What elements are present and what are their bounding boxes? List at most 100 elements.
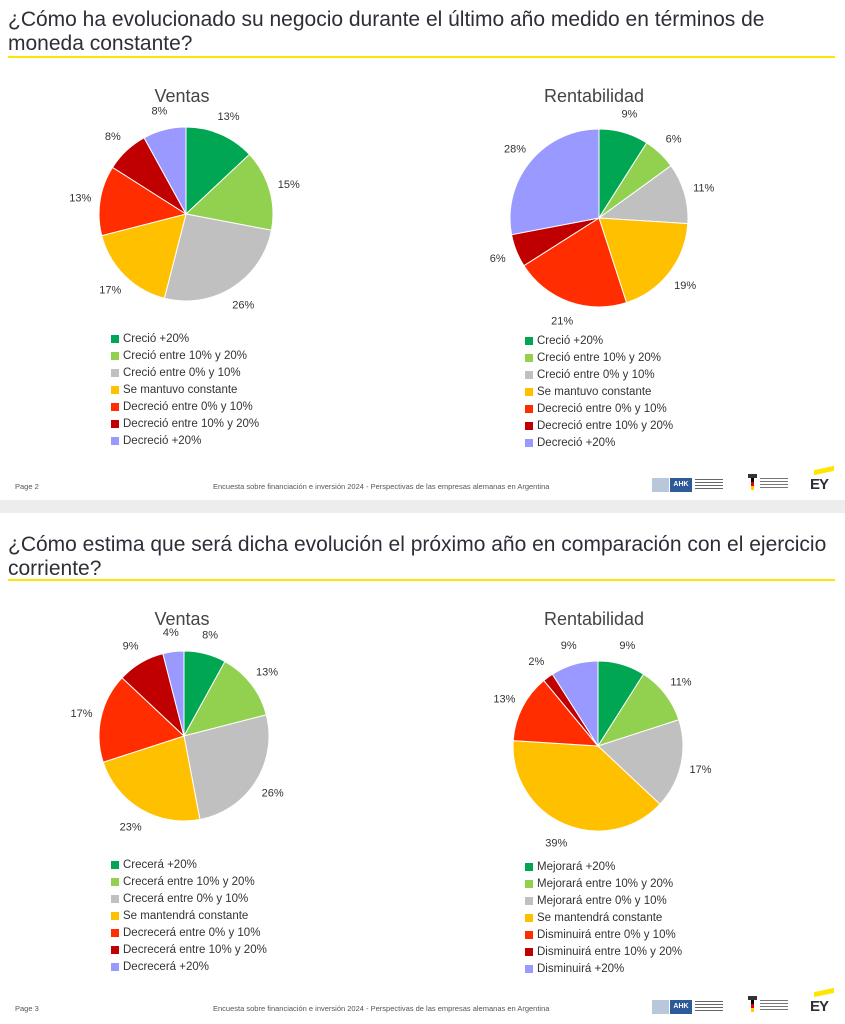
data-label-se-mantuvo-constante: 17% [99,285,121,297]
legend-label: Mejorará entre 0% y 10% [537,894,667,907]
legend-label: Se mantendrá constante [537,911,663,924]
title-rule [8,579,835,581]
data-label-decrecera-20: 4% [163,627,179,639]
legend-label: Creció entre 10% y 20% [537,351,662,364]
legend-swatch [525,421,533,430]
legend-label: Se mantuvo constante [537,385,652,398]
data-label-crecio-20: 13% [217,111,239,123]
legend-swatch [525,353,533,362]
slide-footer: Page 2 Encuesta sobre financiación e inv… [0,465,845,500]
chart-title-ventas: Ventas [154,609,210,629]
legend-label: Decreció +20% [537,436,616,449]
legend-label: Se mantendrá constante [123,909,249,922]
ministry-logo [748,996,792,1018]
legend-rentabilidad-proyeccion: Mejorará +20% Mejorará entre 10% y 20% Mej… [525,858,682,977]
legend-swatch [525,913,533,922]
legend-swatch [525,947,533,956]
pie-slice-decrecio-entre-0-y-10 [98,166,188,237]
chart-title-rentabilidad: Rentabilidad [543,609,645,629]
chart-title-rentabilidad: Rentabilidad [543,86,645,106]
slide-separator [0,500,845,513]
data-label-crecera-entre-0-y-10: 26% [262,787,284,799]
legend-label: Crecerá entre 0% y 10% [123,892,249,905]
legend-label: Creció entre 10% y 20% [123,349,248,362]
data-label-decrecio-20: 8% [151,105,167,117]
footer-text: Encuesta sobre financiación e inversión … [213,482,550,491]
legend-swatch [525,404,533,413]
ey-logo: EY [810,465,836,496]
legend-swatch [111,402,119,411]
legend-label: Creció +20% [123,332,190,345]
legend-label: Disminuirá entre 10% y 20% [537,945,683,958]
slide-title: ¿Cómo estima que será dicha evolución el… [8,533,827,580]
data-label-decrecera-entre-0-y-10: 17% [70,708,92,720]
legend-label: Se mantuvo constante [123,383,238,396]
data-label-decrecio-entre-0-y-10: 13% [69,192,91,204]
data-label-decrecio-entre-10-y-20: 6% [490,253,506,265]
legend-swatch [111,419,119,428]
legend-item-mejorara-entre-0-y-10: Mejorará entre 0% y 10% [525,892,682,909]
pie-slice-disminuira-entre-0-y-10 [512,679,600,747]
legend-swatch [111,436,119,445]
slide-page-3: ¿Cómo estima que será dicha evolución el… [0,513,845,1024]
pie-slice-decrecera-entre-0-y-10 [98,677,185,763]
pie-slice-crecio-20 [185,126,251,216]
legend-item-mejorara-20: Mejorará +20% [525,858,682,875]
legend-item-disminuira-20: Disminuirá +20% [525,960,682,977]
legend-item-se-mantuvo-constante: Se mantuvo constante [111,381,259,398]
legend-label: Decreció +20% [123,434,202,447]
ahk-logo: AHK [652,476,724,494]
legend-item-decrecio-20: Decreció +20% [111,432,259,449]
legend-label: Disminuirá +20% [537,962,625,975]
legend-label: Decreció entre 0% y 10% [123,400,253,413]
legend-swatch [111,911,119,920]
data-label-decrecio-20: 28% [504,144,526,156]
legend-swatch [111,334,119,343]
pie-slice-crecera-entre-0-y-10 [183,714,270,821]
data-label-crecio-entre-0-y-10: 26% [232,299,254,311]
legend-item-decrecio-entre-0-y-10: Decreció entre 0% y 10% [111,398,259,415]
pie-slice-se-mantuvo-constante [598,217,689,304]
legend-item-se-mantuvo-constante: Se mantuvo constante [525,383,673,400]
data-label-crecio-entre-10-y-20: 6% [666,134,682,146]
legend-swatch [111,894,119,903]
legend-label: Creció entre 0% y 10% [123,366,241,379]
legend-label: Mejorará entre 10% y 20% [537,877,674,890]
legend-item-decrecio-20: Decreció +20% [525,434,673,451]
legend-swatch [111,368,119,377]
legend-item-disminuira-entre-10-y-20: Disminuirá entre 10% y 20% [525,943,682,960]
legend-item-crecio-entre-10-y-20: Creció entre 10% y 20% [111,347,259,364]
legend-item-decrecio-entre-0-y-10: Decreció entre 0% y 10% [525,400,673,417]
data-label-se-mantendra-constante: 23% [120,821,142,833]
pie-chart-ventas-proyeccion: 8% 13% 26% 23% 17% 9% 4% [70,627,284,834]
data-label-crecio-entre-0-y-10: 11% [693,183,714,195]
footer-text: Encuesta sobre financiación e inversión … [213,1004,550,1013]
legend-swatch [111,351,119,360]
legend-swatch [111,385,119,394]
legend-label: Crecerá +20% [123,858,197,871]
data-label-mejorara-entre-0-y-10: 17% [689,764,711,776]
pie-slice-disminuira-20 [551,660,599,748]
legend-swatch [525,964,533,973]
pie-chart-rentabilidad-proyeccion: 9% 11% 17% 39% 13% 2% 9% [493,640,711,849]
data-label-crecio-entre-10-y-20: 15% [278,179,300,191]
pie-slice-decrecera-20 [162,650,185,737]
legend-swatch [111,962,119,971]
legend-label: Decreció entre 10% y 20% [123,417,260,430]
legend-label: Disminuirá entre 0% y 10% [537,928,676,941]
page-number: Page 2 [15,482,39,491]
ahk-logo: AHK [652,998,724,1016]
legend-label: Creció +20% [537,334,604,347]
data-label-crecera-entre-10-y-20: 13% [256,667,278,679]
data-label-disminuira-entre-10-y-20: 2% [528,656,544,668]
legend-swatch [525,879,533,888]
chart-title-ventas: Ventas [154,86,210,106]
legend-label: Decreció entre 10% y 20% [537,419,674,432]
data-label-se-mantendra-constante: 39% [545,837,567,849]
legend-item-decrecera-entre-10-y-20: Decrecerá entre 10% y 20% [111,941,267,958]
legend-label: Decrecerá entre 10% y 20% [123,943,267,956]
legend-label: Decrecerá entre 0% y 10% [123,926,261,939]
legend-item-crecio-entre-0-y-10: Creció entre 0% y 10% [111,364,259,381]
legend-swatch [525,862,533,871]
data-label-crecio-20: 9% [621,108,637,120]
